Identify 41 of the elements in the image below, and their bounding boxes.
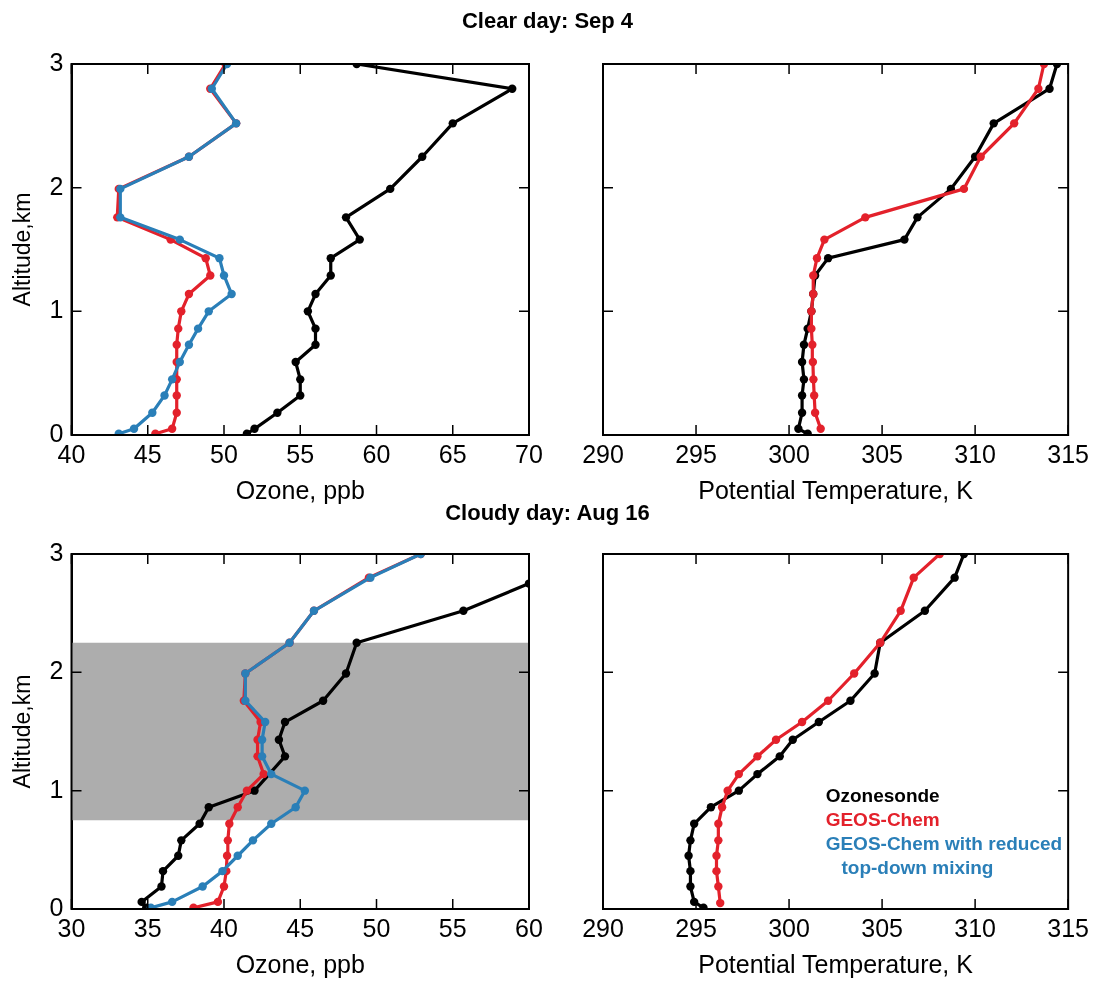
x-tick-label: 295 xyxy=(675,913,717,942)
y-tick-label: 2 xyxy=(49,171,64,200)
x-tick-label: 45 xyxy=(286,913,315,942)
x-axis-title: Ozone, ppb xyxy=(235,949,365,978)
x-tick-label: 290 xyxy=(582,439,624,468)
y-axis-title: Altitude,km xyxy=(9,192,36,307)
x-tick-label: 315 xyxy=(1047,913,1089,942)
x-tick-label: 295 xyxy=(675,439,717,468)
x-tick-label: 70 xyxy=(515,439,543,468)
x-tick-label: 35 xyxy=(133,913,162,942)
text: Ozonesonde xyxy=(825,784,940,806)
x-axis-title: Potential Temperature, K xyxy=(698,475,974,504)
x-axis-title: Potential Temperature, K xyxy=(698,949,974,978)
x-tick-label: 310 xyxy=(954,439,996,468)
y-tick-label: 1 xyxy=(49,774,64,803)
x-tick-label: 40 xyxy=(210,913,238,942)
y-tick-label: 3 xyxy=(49,47,64,76)
x-tick-label: 305 xyxy=(861,439,903,468)
y-tick-label: 3 xyxy=(49,537,64,566)
y-tick-label: 1 xyxy=(49,295,64,324)
y-tick-label: 2 xyxy=(49,656,64,685)
x-tick-label: 300 xyxy=(768,439,810,468)
x-tick-label: 60 xyxy=(515,913,543,942)
text: GEOS-Chem xyxy=(825,808,940,830)
x-tick-label: 65 xyxy=(438,439,467,468)
x-tick-label: 55 xyxy=(286,439,315,468)
x-tick-label: 45 xyxy=(133,439,162,468)
x-axis-title: Ozone, ppb xyxy=(235,475,365,504)
x-tick-label: 290 xyxy=(582,913,624,942)
x-tick-label: 50 xyxy=(210,439,238,468)
x-tick-label: 55 xyxy=(438,913,467,942)
x-tick-label: 310 xyxy=(954,913,996,942)
chart-title: Clear day: Sep 4 xyxy=(460,8,635,34)
x-tick-label: 300 xyxy=(768,913,810,942)
x-tick-label: 50 xyxy=(362,913,391,942)
x-tick-label: 60 xyxy=(362,439,391,468)
chart-title: Cloudy day: Aug 16 xyxy=(445,500,650,525)
y-axis-title: Altitude,km xyxy=(9,674,36,789)
x-tick-label: 315 xyxy=(1047,439,1089,468)
legend-label: GEOS-Chem with reduced top-down mixing xyxy=(825,832,1063,878)
x-tick-label: 305 xyxy=(861,913,903,942)
